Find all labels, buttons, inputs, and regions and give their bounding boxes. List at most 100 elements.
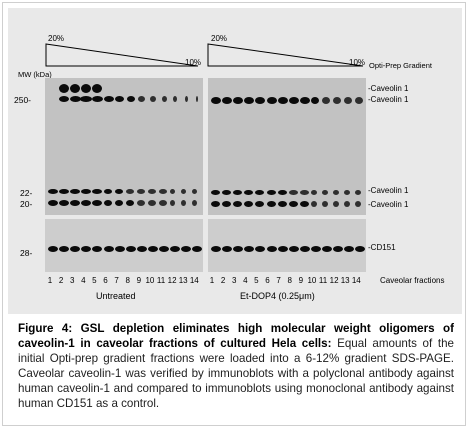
band-etdop4-cav-20 (222, 201, 232, 207)
band-etdop4-hmw (222, 97, 233, 104)
gradient-wedge-left (45, 43, 199, 67)
band-untreated-cav-22 (48, 189, 58, 194)
band-etdop4-cav-22 (277, 190, 287, 195)
band-untreated-cd151 (181, 246, 192, 252)
band-etdop4-cd151 (288, 246, 299, 252)
band-untreated-cav-20 (59, 200, 70, 206)
lane-number: 7 (276, 276, 281, 285)
gradient-top-percent-left: 20% (48, 34, 65, 43)
band-etdop4-cav-20 (344, 201, 351, 207)
lane-number: 2 (58, 276, 64, 285)
band-untreated-hmw-lower (173, 96, 178, 102)
band-untreated-cd151 (159, 246, 169, 252)
figure-frame (2, 2, 466, 426)
band-untreated-cd151 (48, 246, 58, 252)
band-etdop4-hmw (288, 97, 299, 104)
band-etdop4-hmw (299, 97, 310, 104)
band-untreated-cd151 (136, 246, 147, 252)
mw-axis-label: MW (kDa) (18, 70, 52, 79)
band-untreated-cav-22 (114, 189, 123, 194)
band-etdop4-cav-20 (288, 201, 298, 207)
condition-untreated: Untreated (96, 291, 136, 301)
band-etdop4-cd151 (255, 246, 266, 252)
band-untreated-cd151 (192, 246, 203, 252)
band-untreated-hmw-lower (59, 96, 70, 102)
band-etdop4-cav-22 (333, 190, 340, 195)
band-untreated-cd151 (114, 246, 125, 252)
gradient-top-percent-right: 20% (211, 34, 228, 43)
lanes-axis-label: Caveolar fractions (380, 276, 445, 285)
label-caveolin-hmw-upper: -Caveolin 1 (368, 84, 409, 93)
band-untreated-cav-22 (136, 189, 145, 194)
marker-20: 20- (20, 199, 33, 209)
band-etdop4-cav-22 (310, 190, 317, 195)
lane-number: 9 (298, 276, 304, 285)
band-untreated-hmw-lower (126, 96, 135, 102)
band-untreated-hmw-upper (70, 84, 81, 93)
band-untreated-cav-20 (181, 200, 187, 206)
band-untreated-hmw-lower (80, 96, 93, 102)
band-untreated-cav-20 (92, 200, 103, 206)
band-etdop4-hmw (244, 97, 255, 104)
band-etdop4-cav-20 (310, 201, 317, 207)
band-untreated-cav-20 (125, 200, 134, 206)
band-untreated-cav-20 (159, 200, 167, 206)
lane-number: 14 (351, 276, 361, 285)
western-blot-figure: 20% 10% 20% 10% Opti-Prep Gradient MW (k… (8, 8, 462, 314)
lane-number: 6 (103, 276, 108, 285)
band-etdop4-cd151 (310, 246, 321, 252)
band-untreated-cav-22 (170, 189, 176, 194)
band-untreated-cd151 (147, 246, 158, 252)
band-etdop4-hmw (277, 97, 288, 104)
band-untreated-cav-22 (92, 189, 103, 194)
band-untreated-cav-22 (192, 189, 198, 194)
label-caveolin-low-upper: -Caveolin 1 (368, 186, 409, 195)
gradient-wedge-right (207, 43, 364, 67)
band-etdop4-cav-22 (222, 190, 232, 195)
band-etdop4-hmw (233, 97, 244, 104)
gradient-label: Opti-Prep Gradient (369, 61, 432, 70)
band-untreated-hmw-lower (149, 96, 156, 102)
band-untreated-cav-20 (136, 200, 145, 206)
band-etdop4-cav-22 (322, 190, 328, 195)
band-etdop4-hmw (310, 97, 319, 104)
band-etdop4-cav-22 (288, 190, 298, 195)
band-untreated-cav-22 (70, 189, 81, 194)
band-etdop4-cav-20 (355, 201, 362, 207)
lane-number: 13 (178, 276, 188, 285)
band-etdop4-cav-20 (333, 201, 340, 207)
lane-number: 12 (329, 276, 339, 285)
band-untreated-cav-22 (103, 189, 112, 194)
caption-title: Figure 4: GSL depletion eliminates high … (18, 322, 454, 350)
lane-number: 8 (287, 276, 292, 285)
band-etdop4-cd151 (333, 246, 344, 252)
band-etdop4-hmw (211, 97, 221, 104)
band-untreated-cav-22 (81, 189, 92, 194)
band-untreated-cd151 (81, 246, 92, 252)
band-untreated-cav-20 (147, 200, 156, 206)
lane-number: 8 (125, 276, 130, 285)
band-untreated-cav-20 (170, 200, 176, 206)
band-etdop4-cd151 (233, 246, 244, 252)
band-etdop4-cd151 (266, 246, 277, 252)
band-etdop4-cav-20 (299, 201, 309, 207)
band-untreated-cav-20 (114, 200, 123, 206)
marker-250: 250- (14, 95, 32, 105)
band-untreated-cav-22 (181, 189, 187, 194)
band-etdop4-cav-22 (211, 190, 220, 195)
lane-number: 5 (92, 276, 97, 285)
band-untreated-cav-22 (59, 189, 70, 194)
label-caveolin-hmw-lower: -Caveolin 1 (368, 95, 409, 104)
blot-etdop4-cd151 (208, 219, 366, 272)
band-untreated-cd151 (59, 246, 70, 252)
band-untreated-hmw-lower (196, 96, 199, 102)
marker-22: 22- (20, 188, 33, 198)
band-untreated-cd151 (70, 246, 81, 252)
band-etdop4-cd151 (211, 246, 221, 252)
marker-28: 28- (20, 248, 33, 258)
lane-number: 3 (69, 276, 75, 285)
lane-number: 2 (220, 276, 226, 285)
band-untreated-hmw-lower (69, 96, 81, 102)
caption-body: Equal amounts of the initial Opti-prep g… (18, 337, 454, 410)
band-etdop4-hmw (266, 97, 277, 104)
